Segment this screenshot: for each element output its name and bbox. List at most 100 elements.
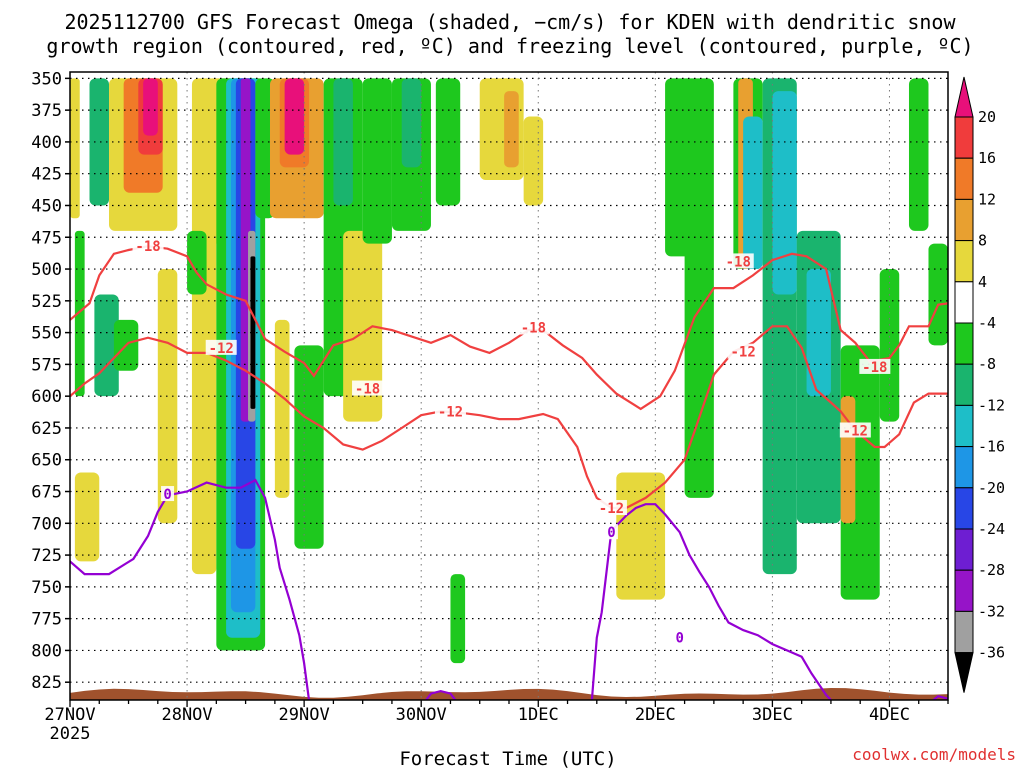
colorbar-swatch — [954, 569, 974, 612]
contour-label: -18 — [135, 239, 160, 255]
contour-label-bg — [604, 524, 618, 540]
y-tick-label: 450 — [31, 196, 62, 216]
colorbar-label: 4 — [978, 273, 987, 291]
x-axis-year: 2025 — [50, 724, 91, 744]
contour-label: -12 — [438, 404, 463, 420]
y-tick-label: 575 — [31, 355, 62, 375]
omega-cell — [908, 78, 929, 231]
contour-labels: -18 -18 -18 -18 -18 -12 -12 -12 -12 -12 0 0 0 — [132, 238, 891, 647]
terrain-layer — [70, 688, 948, 700]
contour-label-bg — [161, 486, 175, 502]
colorbar-swatch — [954, 116, 974, 159]
colorbar-swatch — [954, 446, 974, 489]
y-tick-label: 525 — [31, 292, 62, 312]
colorbar-label: 20 — [978, 108, 996, 126]
contour-label: 0 — [676, 631, 684, 647]
y-tick-label: 550 — [31, 324, 62, 344]
colorbar: 20 16 12 8 4 -4 -8 -12 -16 -20 -24 -28 -32 -36 — [954, 76, 1005, 693]
y-tick-label: 350 — [31, 69, 62, 89]
chart-title-line-2: growth region (contoured, red, ºC) and f… — [46, 34, 973, 58]
colorbar-swatch — [954, 487, 974, 530]
omega-cell — [143, 78, 158, 136]
omega-cell — [928, 243, 948, 346]
omega-cell — [250, 256, 256, 409]
contour-label-bg — [517, 319, 549, 335]
omega-cell — [504, 91, 519, 168]
terrain-surface — [70, 688, 948, 700]
y-tick-label: 800 — [31, 641, 62, 661]
y-tick-label: 650 — [31, 451, 62, 471]
contour-label-bg — [205, 339, 237, 355]
y-tick-label: 500 — [31, 260, 62, 280]
colorbar-swatch — [954, 363, 974, 406]
y-tick-label: 600 — [31, 387, 62, 407]
x-tick-label: 3DEC — [752, 705, 793, 725]
contour-label-bg — [673, 629, 687, 645]
omega-cell — [743, 116, 763, 270]
contour-label-bg — [434, 403, 466, 419]
contour-label-bg — [132, 238, 164, 254]
colorbar-swatch — [954, 528, 974, 571]
omega-cell — [401, 78, 422, 168]
contour-label: -18 — [355, 382, 380, 398]
x-tick-label: 4DEC — [869, 705, 910, 725]
contour-label: 0 — [607, 525, 615, 541]
contour-label: -18 — [521, 321, 546, 337]
colorbar-label: -20 — [978, 479, 1005, 497]
omega-cell — [274, 319, 290, 498]
colorbar-label: -24 — [978, 520, 1005, 538]
colorbar-label: -36 — [978, 644, 1005, 662]
contour-label: -18 — [726, 254, 751, 270]
contour-0-c-freezing-level-segment — [425, 689, 457, 700]
y-tick-label: 675 — [31, 483, 62, 503]
contour-label-bg — [595, 500, 627, 516]
omega-cell — [362, 78, 392, 244]
omega-cell — [450, 574, 466, 664]
omega-cell — [772, 91, 797, 295]
y-tick-label: 400 — [31, 133, 62, 153]
chart-title-line-1: 2025112700 GFS Forecast Omega (shaded, −… — [64, 10, 956, 34]
y-tick-label: 750 — [31, 578, 62, 598]
colorbar-label: -32 — [978, 602, 1005, 620]
omega-cell — [684, 78, 714, 498]
x-tick-label: 29NOV — [279, 705, 330, 725]
y-tick-label: 725 — [31, 546, 62, 566]
y-tick-label: 625 — [31, 419, 62, 439]
contour--18-c-isotherm — [70, 245, 948, 411]
contour-0-c-freezing-level-segment — [932, 694, 948, 700]
x-tick-label: 2DEC — [635, 705, 676, 725]
colorbar-swatch — [954, 652, 974, 693]
contour-label-bg — [352, 380, 384, 396]
x-tick-label: 27NOV — [44, 705, 95, 725]
colorbar-label: -8 — [978, 355, 996, 373]
contour-0-c-freezing-level — [70, 478, 311, 700]
omega-cell — [879, 269, 900, 422]
colorbar-label: 8 — [978, 232, 987, 250]
x-axis: 27NOV 28NOV 29NOV 30NOV 1DEC 2DEC 3DEC 4DEC — [44, 700, 949, 725]
omega-cell — [74, 230, 85, 397]
contour-label: 0 — [163, 487, 171, 503]
colorbar-label: -16 — [978, 438, 1005, 456]
omega-shading-layer — [70, 78, 948, 664]
contour-label: -12 — [599, 501, 624, 517]
contour-layer — [70, 245, 948, 700]
contour-label-bg — [859, 358, 891, 374]
y-tick-label: 825 — [31, 673, 62, 693]
x-tick-label: 1DEC — [518, 705, 559, 725]
contour-label: -12 — [209, 341, 234, 357]
colorbar-swatch — [954, 76, 974, 118]
colorbar-swatch — [954, 240, 974, 283]
colorbar-swatch — [954, 157, 974, 200]
x-tick-label: 28NOV — [161, 705, 212, 725]
gridlines — [69, 72, 948, 700]
contour--12-c-isotherm — [70, 325, 948, 510]
omega-cell — [70, 78, 80, 219]
x-axis-label: Forecast Time (UTC) — [399, 748, 616, 768]
omega-cell — [74, 472, 100, 562]
contour-0-c-freezing-level-segment — [590, 503, 832, 700]
contour-label-bg — [722, 253, 754, 269]
omega-cell — [523, 116, 544, 206]
colorbar-label: 12 — [978, 190, 996, 208]
y-tick-label: 425 — [31, 165, 62, 185]
